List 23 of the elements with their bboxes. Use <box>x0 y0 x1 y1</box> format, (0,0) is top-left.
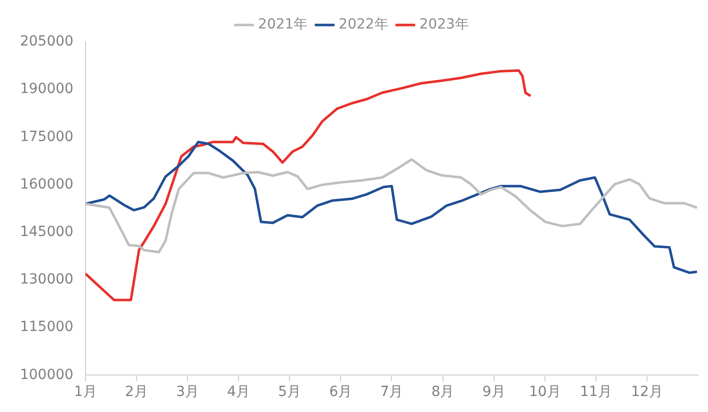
y-tick-label: 160000 <box>20 176 74 192</box>
x-tick-label: 10月 <box>528 384 561 400</box>
y-tick-label: 175000 <box>20 128 74 145</box>
legend-label: 2021年 <box>258 16 308 33</box>
legend-label: 2023年 <box>419 16 469 33</box>
x-tick-label: 11月 <box>580 384 612 400</box>
x-tick-label: 8月 <box>431 384 454 400</box>
x-tick-label: 9月 <box>482 384 506 400</box>
x-tick-label: 3月 <box>176 384 199 400</box>
x-tick-label: 12月 <box>631 384 663 400</box>
y-tick-label: 115000 <box>20 319 74 336</box>
y-tick-label: 205000 <box>20 34 74 50</box>
x-tick-label: 6月 <box>329 384 352 400</box>
x-tick-label: 7月 <box>380 384 404 400</box>
x-tick-label: 5月 <box>278 384 302 400</box>
legend-label: 2022年 <box>338 16 388 33</box>
y-tick-label: 100000 <box>20 366 74 383</box>
y-tick-label: 190000 <box>20 81 74 98</box>
y-tick-label: 130000 <box>20 272 74 288</box>
y-tick-label: 145000 <box>20 224 74 240</box>
x-tick-label: 2月 <box>125 384 148 400</box>
x-tick-label: 1月 <box>74 384 97 400</box>
x-tick-label: 4月 <box>227 384 250 400</box>
